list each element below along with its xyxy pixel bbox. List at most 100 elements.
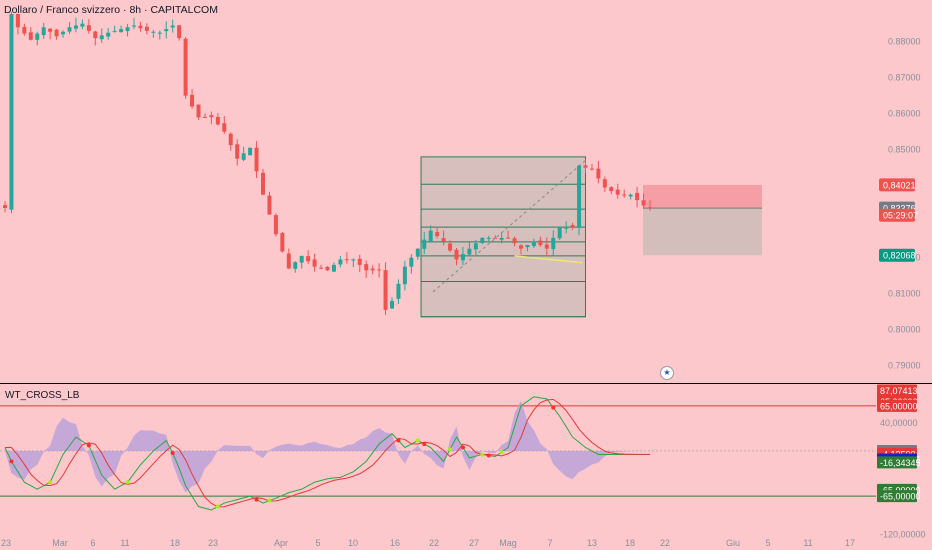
candle-body [596, 168, 601, 179]
us-flag-icon: ★ [660, 366, 674, 380]
candle-body [628, 194, 633, 197]
candle-body [441, 238, 446, 242]
candle-body [48, 28, 53, 32]
candle-body [519, 245, 523, 249]
candle-body [138, 25, 143, 29]
x-tick-label: 17 [845, 538, 855, 548]
candle-body [583, 165, 588, 168]
price-label-box [879, 208, 915, 222]
indicator-tick-label: 40,00000 [880, 418, 918, 428]
candle-body [267, 195, 272, 215]
cross-dot [480, 452, 485, 457]
candle-body [80, 23, 85, 27]
chart-title: Dollaro / Franco svizzero · 8h · CAPITAL… [4, 4, 218, 16]
candle-body [61, 31, 66, 35]
price-label: 0,84021 [883, 180, 916, 190]
x-tick-label: 5 [315, 538, 320, 548]
indicator-title: WT_CROSS_LB [5, 390, 80, 401]
position-stop-zone [643, 208, 762, 256]
candle-body [570, 225, 575, 228]
candle-body [28, 32, 33, 40]
candle-body [577, 165, 582, 228]
candle-body [325, 266, 330, 271]
candle-body [3, 205, 7, 208]
candle-body [615, 189, 620, 195]
x-tick-label: 11 [803, 538, 812, 548]
candle-body [293, 262, 298, 269]
candle-body [9, 14, 14, 210]
candle-body [454, 249, 459, 260]
x-tick-label: 18 [625, 538, 635, 548]
candle-body [183, 38, 188, 96]
candle-body [564, 227, 569, 229]
cross-dot [460, 445, 465, 450]
x-tick-label: 7 [547, 538, 552, 548]
candle-body [506, 237, 511, 239]
indicator-label-box [877, 384, 917, 397]
candle-body [235, 144, 240, 159]
candle-body [448, 243, 453, 251]
candle-body [635, 192, 640, 201]
candle-body [396, 283, 401, 299]
candle-body [190, 94, 195, 107]
candle-body [306, 256, 311, 262]
candle-body [538, 240, 543, 246]
x-tick-label: 13 [587, 538, 597, 548]
cross-dot [396, 438, 401, 443]
candle-body [589, 168, 594, 170]
candle-body [209, 115, 214, 118]
candle-body [460, 254, 465, 261]
candle-body [544, 244, 549, 249]
candle-body [390, 300, 394, 309]
candle-body [106, 32, 111, 37]
price-tick-label: 0.81000 [888, 289, 921, 299]
candle-body [357, 258, 362, 265]
yellow-trendline [514, 255, 583, 264]
candle-body [99, 35, 104, 40]
candle-body [22, 26, 27, 34]
candle-body [170, 25, 175, 28]
candle-body [409, 257, 414, 267]
x-tick-label: Mar [52, 538, 68, 548]
wt1-line [4, 396, 650, 511]
candle-body [202, 116, 207, 118]
candle-body [222, 123, 227, 132]
candle-body [215, 116, 220, 125]
candle-body [428, 230, 433, 242]
cross-dot [170, 451, 175, 456]
candle-body [370, 268, 375, 271]
candle-body [338, 259, 343, 265]
x-tick-label: Apr [274, 538, 288, 548]
price-label-box [879, 248, 915, 262]
candle-body [557, 227, 562, 239]
x-tick-label: 22 [429, 538, 439, 548]
candle-body [609, 187, 614, 192]
candle-body [402, 266, 407, 285]
position-profit-zone [643, 184, 762, 209]
candle-body [241, 153, 246, 160]
candle-body [299, 255, 304, 263]
candle-body [15, 14, 20, 28]
price-tick-label: 0.80000 [888, 325, 921, 335]
indicator-label-box [877, 490, 917, 503]
candle-body [499, 237, 504, 240]
candle-body [35, 33, 40, 40]
indicator-label: 87,07413 [880, 386, 918, 396]
price-tick-label: 0.87000 [888, 73, 921, 83]
candle-body [486, 237, 491, 239]
wt2-line [5, 398, 651, 508]
cross-dot [48, 480, 53, 485]
candle-body [54, 29, 59, 37]
candle-body [67, 27, 72, 32]
x-tick-label: Giu [726, 538, 740, 548]
candle-body [435, 231, 440, 237]
candle-body [493, 237, 498, 239]
candle-body [151, 31, 156, 33]
candle-body [286, 253, 291, 269]
cross-dot [125, 480, 130, 485]
candle-body [73, 25, 78, 29]
candle-body [467, 248, 472, 255]
cross-dot [9, 459, 14, 464]
candle-body [41, 27, 46, 36]
